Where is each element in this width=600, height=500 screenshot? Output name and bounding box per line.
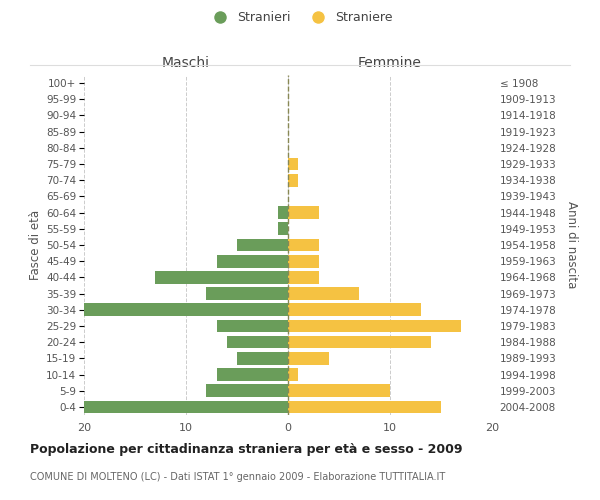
Legend: Stranieri, Straniere: Stranieri, Straniere bbox=[202, 6, 398, 29]
Bar bbox=[288, 288, 359, 300]
Bar bbox=[288, 384, 390, 397]
Bar bbox=[288, 174, 298, 186]
Bar bbox=[288, 158, 298, 170]
Bar bbox=[217, 255, 288, 268]
Bar bbox=[155, 271, 288, 283]
Bar bbox=[278, 222, 288, 235]
Bar bbox=[237, 238, 288, 252]
Bar bbox=[217, 320, 288, 332]
Text: COMUNE DI MOLTENO (LC) - Dati ISTAT 1° gennaio 2009 - Elaborazione TUTTITALIA.IT: COMUNE DI MOLTENO (LC) - Dati ISTAT 1° g… bbox=[30, 472, 445, 482]
Bar bbox=[84, 400, 288, 413]
Bar bbox=[288, 336, 431, 348]
Bar bbox=[288, 206, 319, 219]
Bar bbox=[227, 336, 288, 348]
Text: Maschi: Maschi bbox=[162, 56, 210, 70]
Bar bbox=[84, 304, 288, 316]
Bar bbox=[288, 238, 319, 252]
Bar bbox=[206, 384, 288, 397]
Bar bbox=[288, 271, 319, 283]
Y-axis label: Anni di nascita: Anni di nascita bbox=[565, 202, 578, 288]
Bar bbox=[217, 368, 288, 381]
Bar bbox=[288, 304, 421, 316]
Bar bbox=[288, 255, 319, 268]
Y-axis label: Fasce di età: Fasce di età bbox=[29, 210, 42, 280]
Bar bbox=[288, 320, 461, 332]
Bar bbox=[278, 206, 288, 219]
Bar bbox=[237, 352, 288, 364]
Text: Popolazione per cittadinanza straniera per età e sesso - 2009: Popolazione per cittadinanza straniera p… bbox=[30, 442, 463, 456]
Bar bbox=[288, 400, 441, 413]
Bar bbox=[288, 352, 329, 364]
Bar bbox=[206, 288, 288, 300]
Text: Femmine: Femmine bbox=[358, 56, 422, 70]
Bar bbox=[288, 368, 298, 381]
